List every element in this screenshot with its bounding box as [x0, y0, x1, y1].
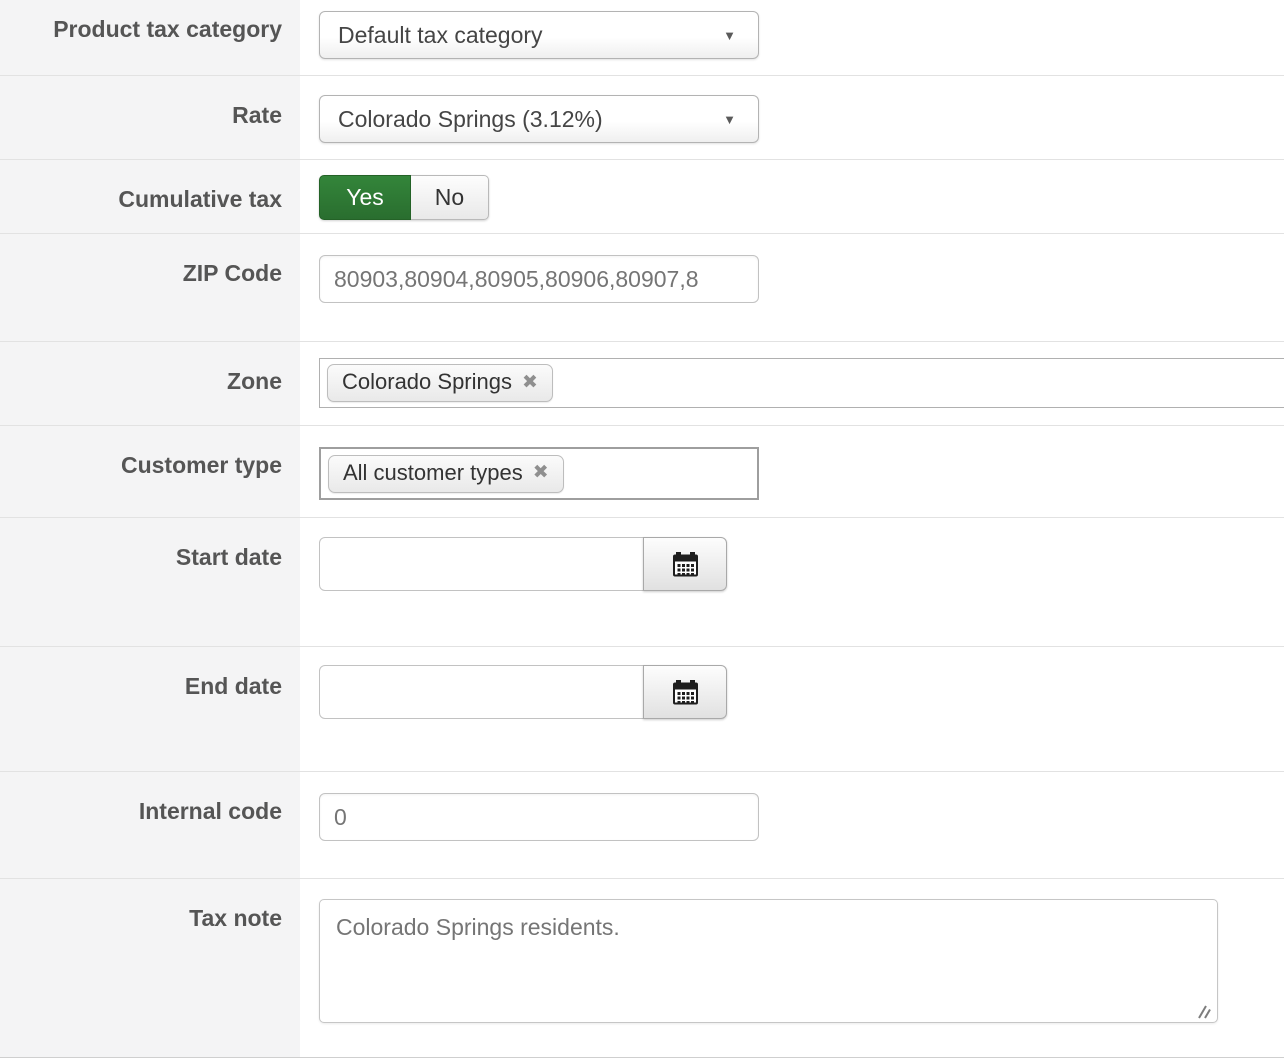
- end-date-label: End date: [184, 673, 282, 699]
- control-cell: [303, 772, 1284, 878]
- control-cell: All customer types ✖: [303, 426, 1284, 517]
- tax-note-field: Colorado Springs residents.: [319, 899, 1218, 1028]
- form-row-tax-note: Tax note Colorado Springs residents.: [0, 878, 1284, 1057]
- zone-tag-input[interactable]: Colorado Springs ✖: [319, 358, 1284, 408]
- tax-note-textarea[interactable]: Colorado Springs residents.: [319, 899, 1218, 1023]
- product-tax-category-select[interactable]: Default tax category ▼: [319, 11, 759, 59]
- form-row-internal-code: Internal code: [0, 771, 1284, 878]
- end-date-calendar-button[interactable]: [643, 665, 727, 719]
- resize-handle-icon[interactable]: [1197, 1005, 1213, 1019]
- control-cell: [303, 234, 1284, 341]
- label-cell: Zone: [0, 342, 303, 425]
- select-selected-value: Default tax category: [338, 21, 543, 48]
- remove-tag-icon[interactable]: ✖: [521, 371, 538, 393]
- calendar-icon: [672, 679, 698, 704]
- control-cell: Default tax category ▼: [303, 0, 1284, 75]
- end-date-input[interactable]: [319, 665, 649, 719]
- cumulative-tax-label: Cumulative tax: [118, 186, 282, 212]
- rate-label: Rate: [232, 102, 282, 128]
- select-selected-value: Colorado Springs (3.12%): [338, 105, 603, 132]
- label-cell: Customer type: [0, 426, 303, 517]
- label-cell: Product tax category: [0, 0, 303, 75]
- product-tax-category-label: Product tax category: [53, 16, 282, 42]
- form-row-zip-code: ZIP Code: [0, 233, 1284, 341]
- form-row-customer-type: Customer type All customer types ✖: [0, 425, 1284, 517]
- control-cell: Colorado Springs ✖: [303, 342, 1284, 425]
- customer-type-label: Customer type: [120, 452, 282, 478]
- zip-code-input[interactable]: [319, 255, 759, 303]
- label-cell: Internal code: [0, 772, 303, 878]
- calendar-icon: [672, 551, 698, 576]
- toggle-no-button[interactable]: No: [411, 175, 489, 220]
- label-cell: Rate: [0, 76, 303, 159]
- label-cell: Start date: [0, 518, 303, 646]
- control-cell: Yes No: [303, 160, 1284, 233]
- zip-code-label: ZIP Code: [182, 260, 282, 286]
- start-date-input[interactable]: [319, 537, 649, 591]
- start-date-calendar-button[interactable]: [643, 537, 727, 591]
- control-cell: Colorado Springs residents.: [303, 879, 1284, 1057]
- tax-note-label: Tax note: [189, 905, 282, 931]
- form-row-end-date: End date: [0, 646, 1284, 771]
- customer-type-tag-label: All customer types: [343, 459, 523, 485]
- label-cell: ZIP Code: [0, 234, 303, 341]
- chevron-down-icon: ▼: [723, 27, 736, 43]
- toggle-yes-button[interactable]: Yes: [319, 175, 411, 220]
- form-row-product-tax-category: Product tax category Default tax categor…: [0, 0, 1284, 75]
- form-row-cumulative-tax: Cumulative tax Yes No: [0, 159, 1284, 233]
- start-date-field: [319, 537, 1284, 591]
- form-row-start-date: Start date: [0, 517, 1284, 646]
- cumulative-tax-toggle: Yes No: [319, 175, 489, 220]
- chevron-down-icon: ▼: [723, 111, 736, 127]
- zone-tag-chip: Colorado Springs ✖: [327, 364, 553, 402]
- customer-type-tag-input[interactable]: All customer types ✖: [319, 447, 759, 500]
- customer-type-tag-chip: All customer types ✖: [328, 454, 564, 493]
- label-cell: End date: [0, 647, 303, 771]
- control-cell: Colorado Springs (3.12%) ▼: [303, 76, 1284, 159]
- zone-tag-label: Colorado Springs: [342, 369, 512, 394]
- remove-tag-icon[interactable]: ✖: [532, 462, 549, 483]
- form-row-rate: Rate Colorado Springs (3.12%) ▼: [0, 75, 1284, 159]
- label-cell: Tax note: [0, 879, 303, 1057]
- form-row-zone: Zone Colorado Springs ✖: [0, 341, 1284, 425]
- internal-code-label: Internal code: [138, 798, 282, 824]
- start-date-label: Start date: [175, 544, 282, 570]
- label-cell: Cumulative tax: [0, 160, 303, 233]
- control-cell: [303, 647, 1284, 771]
- end-date-field: [319, 665, 1284, 719]
- zone-label: Zone: [227, 368, 282, 394]
- rate-select[interactable]: Colorado Springs (3.12%) ▼: [319, 95, 759, 143]
- control-cell: [303, 518, 1284, 646]
- internal-code-input[interactable]: [319, 793, 759, 841]
